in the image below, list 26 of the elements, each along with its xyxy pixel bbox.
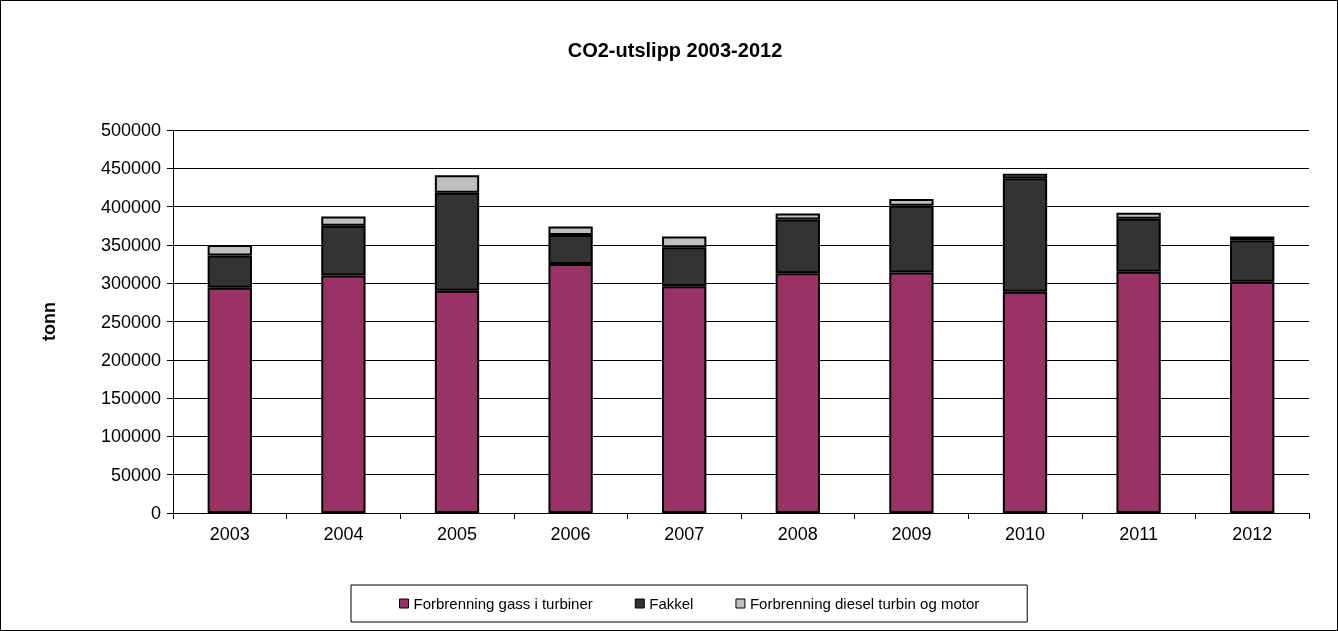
x-tick-label: 2011	[1119, 524, 1158, 544]
chart-title: CO2-utslipp 2003-2012	[567, 39, 783, 61]
legend-label: Fakkel	[649, 595, 694, 612]
x-tick-label: 2007	[664, 524, 705, 544]
x-tick-label: 2004	[323, 524, 364, 544]
x-tick-label: 2010	[1004, 524, 1046, 544]
x-tick-label: 2006	[550, 524, 591, 544]
x-tick-label: 2012	[1232, 524, 1273, 544]
y-tick-label: 300000	[100, 273, 161, 294]
y-tick-label: 400000	[100, 196, 161, 217]
legend-label: Forbrenning gass i turbiner	[413, 595, 593, 612]
y-tick-label: 350000	[100, 234, 161, 255]
y-tick-label: 100000	[100, 426, 161, 447]
y-tick-label: 250000	[100, 311, 161, 332]
x-tick-label: 2003	[209, 524, 250, 544]
y-tick-label: 150000	[100, 388, 161, 409]
y-tick-label: 450000	[100, 158, 161, 179]
y-tick-label: 50000	[110, 464, 161, 485]
x-tick-label: 2008	[777, 524, 818, 544]
y-tick-label: 200000	[100, 349, 161, 370]
x-tick-label: 2005	[436, 524, 478, 544]
y-tick-label: 500000	[100, 120, 161, 140]
y-tick-label: 0	[150, 503, 161, 523]
x-tick-label: 2009	[891, 524, 932, 544]
y-axis-title: tonn	[39, 302, 59, 341]
legend-label: Forbrenning diesel turbin og motor	[749, 595, 980, 612]
